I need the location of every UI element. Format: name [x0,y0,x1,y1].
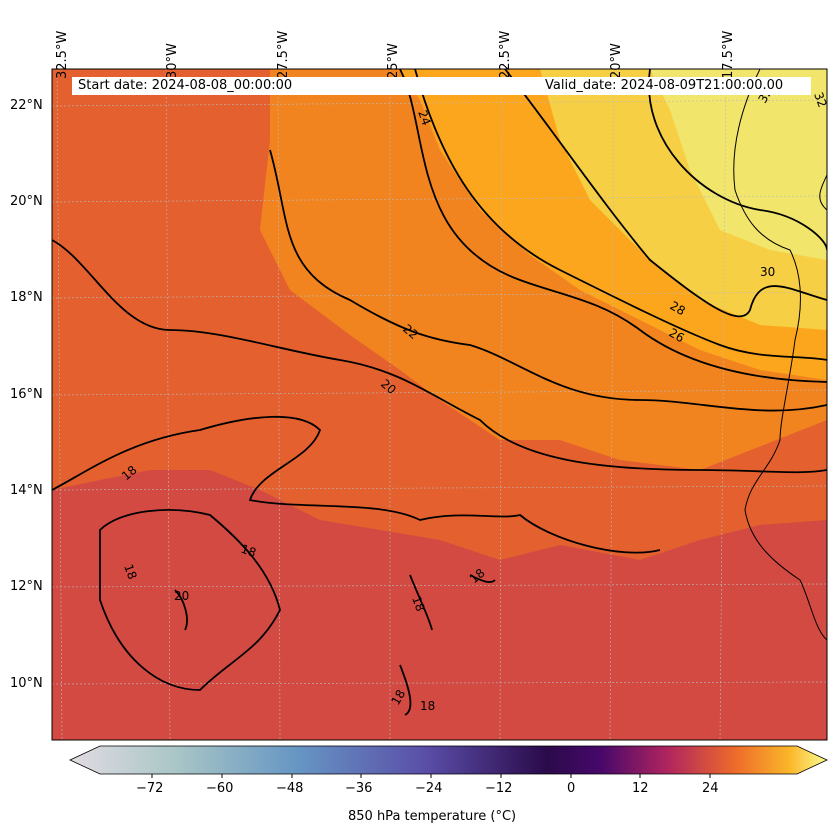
colorbar-ticks [151,774,711,778]
lat-label: 16°N [10,387,43,402]
lat-label: 20°N [10,194,43,209]
colorbar-title: 850 hPa temperature (°C) [348,809,517,824]
contour-30 [648,69,827,251]
valid-date-label: Valid_date: 2024-08-09T21:00:00.00 [540,77,811,95]
lat-label: 14°N [10,483,43,498]
lon-label: 30°W [165,43,180,79]
contour-label: 18 [388,687,408,707]
lon-label: 25°W [386,43,401,79]
colorbar-tick-label: −48 [276,781,304,796]
contour-26 [414,69,827,361]
contour-label: 28 [668,298,688,318]
graticule [52,69,827,740]
temp-field-peak [650,69,827,260]
contour-label: 18 [121,562,139,581]
contour-label: 32 [811,90,829,109]
colorbar-tick-label: 0 [567,781,576,796]
colorbar-tick-label: −36 [345,781,373,796]
contour-label: 24 [415,108,433,127]
coastline [733,69,827,641]
contour-lines [52,69,827,716]
lon-label: 20°W [609,43,624,79]
colorbar-tick-label: −24 [415,781,443,796]
contour-label-group: 24 32 32 30 28 26 22 20 18 18 18 18 20 1… [119,85,829,713]
contour-18a [52,415,661,554]
contour-18b [99,509,281,691]
lon-label: 22.5°W [498,30,513,79]
contour-label: 18 [409,594,427,613]
contour-18c [409,574,433,631]
contour-label: 18 [420,699,435,713]
contour-18d [469,574,496,583]
contour-24 [399,69,827,383]
colorbar-tick-label: −72 [136,781,164,796]
colorbar-bar [69,745,828,775]
colorbar [69,745,828,778]
contour-label: 30 [760,265,775,279]
map-area: 24 32 32 30 28 26 22 20 18 18 18 18 20 1… [52,69,829,740]
colorbar-tick-label: 24 [702,781,719,796]
contour-label: 20 [174,589,189,603]
lon-label: 27.5°W [276,30,291,79]
start-date-label: Start date: 2024-08-08_00:00:00 [72,77,548,95]
contour-20 [52,239,827,474]
contour-22 [269,149,827,412]
contour-20b [174,589,188,631]
lat-label: 12°N [10,579,43,594]
colorbar-tick-label: 12 [632,781,649,796]
lon-label: 17.5°W [721,30,736,79]
contour-label: 26 [667,325,687,345]
lat-label: 10°N [10,676,43,691]
lat-label: 22°N [10,98,43,113]
contour-28 [504,69,827,318]
contour-label: 18 [239,542,258,560]
map-frame [51,68,828,741]
colorbar-tick-label: −60 [206,781,234,796]
lat-label: 18°N [10,290,43,305]
contour-18e [399,664,412,716]
colorbar-tick-label: −12 [485,781,513,796]
lon-label: 32.5°W [55,30,70,79]
